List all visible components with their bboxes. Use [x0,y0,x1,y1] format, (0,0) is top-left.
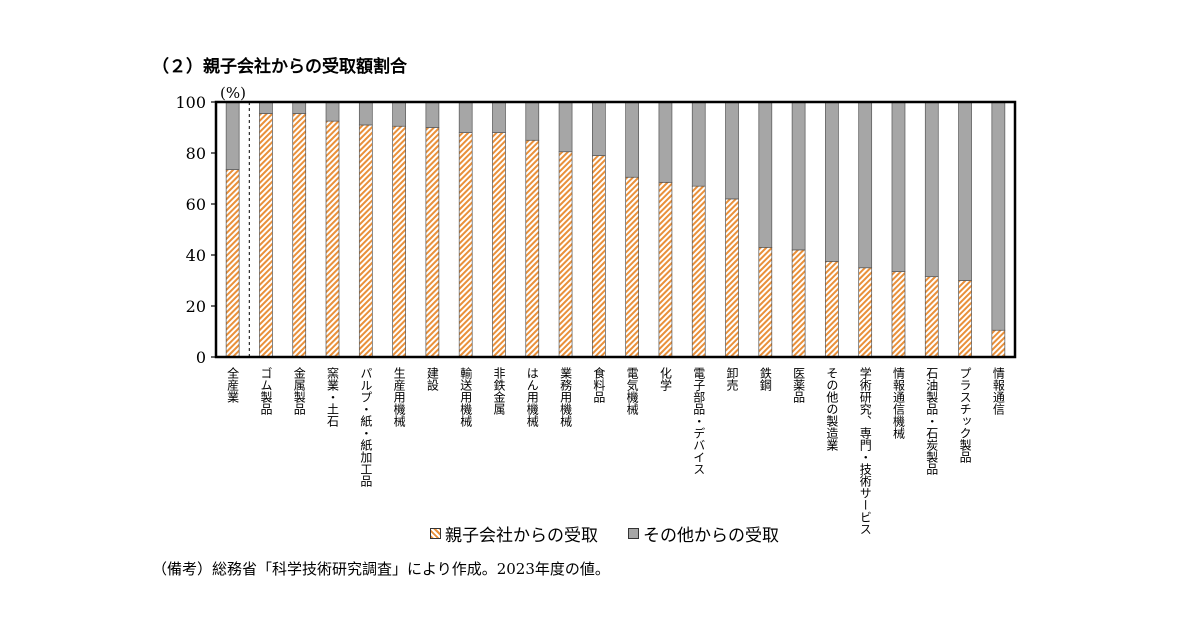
bar-other-18 [825,101,839,262]
legend-swatch-parent [430,528,441,539]
bar-parent-16 [758,247,773,358]
category-label-11: 食料品 [592,366,606,403]
bar-other-3 [325,101,340,122]
bar-parent-6 [425,127,440,358]
y-tick-label-5: 100 [175,93,206,112]
bar-parent-0 [225,169,240,358]
category-label-10: 業務用機械 [559,367,573,427]
bar-other-13 [658,101,673,183]
bar-other-1 [259,101,273,114]
legend-item-parent: 親子会社からの受取 [430,521,598,546]
bar-other-15 [725,101,739,200]
bar-parent-5 [392,125,406,358]
bar-other-22 [958,101,972,281]
y-tick-label-4: 80 [186,144,206,163]
category-label-22: プラスチック製品 [958,367,972,463]
category-label-18: その他の製造業 [825,367,839,451]
legend-item-other: その他からの受取 [628,521,779,546]
bar-parent-18 [825,261,839,358]
category-label-8: 非鉄金属 [492,367,506,416]
legend-swatch-other [628,528,639,539]
y-tick-label-1: 20 [186,297,206,316]
bar-other-14 [691,101,706,187]
bar-other-16 [758,101,773,248]
bar-parent-11 [592,155,606,358]
bar-parent-8 [492,132,506,358]
category-label-12: 電気機械 [625,367,639,415]
category-label-6: 建設 [425,367,439,391]
bar-parent-3 [325,120,340,358]
legend-label-parent: 親子会社からの受取 [445,526,598,546]
category-label-15: 卸売 [725,366,739,392]
bar-other-6 [425,101,440,128]
y-unit-label: (%) [220,84,246,102]
bar-parent-19 [858,267,873,358]
bar-parent-9 [525,139,540,358]
bar-other-0 [225,101,240,170]
category-label-23: 情報通信 [991,367,1005,416]
axis-layer: 全産業 ゴム製品 金属製品 窯業・土石 パルプ・紙・紙加工品 生産用機械 建設 輸送用機械 非鉄… [175,84,1017,535]
bar-other-17 [791,101,806,251]
category-label-13: 化学 [658,367,672,391]
category-label-20: 情報通信機械 [891,367,905,439]
bar-other-12 [625,101,639,178]
bar-other-20 [891,101,906,272]
bar-other-10 [558,101,573,153]
y-tick-label-3: 60 [186,195,206,214]
category-label-7: 輸送用機械 [459,366,473,427]
category-label-14: 電子部品・デバイス [692,367,706,475]
bar-other-7 [458,101,473,133]
category-label-2: 金属製品 [292,366,306,415]
bar-parent-23 [991,329,1006,358]
bar-other-2 [292,101,307,114]
bar-parent-4 [358,124,373,358]
bar-parent-13 [658,181,673,358]
category-label-21: 石油製品・石炭製品 [925,367,939,475]
bar-parent-12 [625,176,639,358]
bar-other-8 [492,101,506,133]
bar-parent-21 [924,276,939,358]
bar-parent-22 [958,280,972,358]
category-label-19: 学術研究、専門・技術サービス [858,366,872,535]
chart-title: （２）親子会社からの受取額割合 [152,57,407,77]
bar-other-11 [592,101,606,156]
bar-parent-20 [891,271,906,358]
category-label-9: はん用機械 [525,367,539,427]
bar-other-4 [358,101,373,126]
bar-parent-14 [691,185,706,358]
y-tick-label-0: 0 [196,348,206,367]
category-label-16: 鉄鋼 [758,366,772,391]
category-label-0: 全産業 [226,366,240,403]
bar-other-5 [392,101,406,127]
bar-other-21 [924,101,939,278]
category-label-1: ゴム製品 [259,366,273,415]
plot-frame [214,100,1017,359]
source-note: （備考）総務省「科学技術研究調査」により作成。2023年度の値。 [152,560,610,578]
y-tick-label-2: 40 [186,246,206,265]
category-label-4: パルプ・紙・紙加工品 [359,367,373,487]
bar-parent-1 [259,113,273,358]
bar-parent-15 [725,198,739,358]
category-label-5: 生産用機械 [392,367,406,427]
bar-parent-2 [292,113,307,358]
legend: 親子会社からの受取 その他からの受取 [430,521,809,546]
category-label-3: 窯業・土石 [326,366,340,427]
bar-parent-7 [458,132,473,358]
category-label-17: 医薬品 [792,367,806,403]
bar-other-23 [991,101,1006,331]
bar-other-19 [858,101,873,269]
bars-layer [225,101,1006,358]
bar-parent-17 [791,249,806,358]
bar-other-9 [525,101,540,141]
legend-label-other: その他からの受取 [643,526,779,546]
bar-parent-10 [558,151,573,358]
